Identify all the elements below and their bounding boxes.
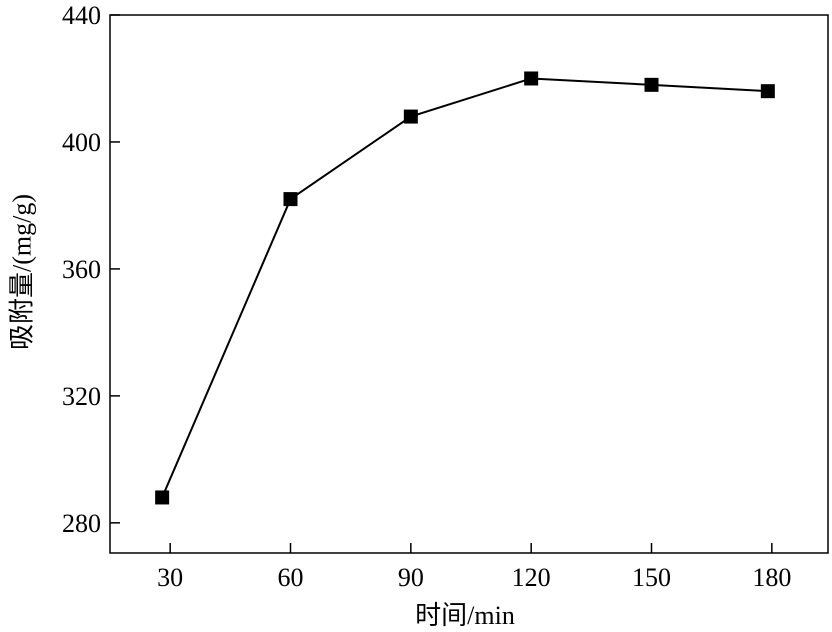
series-line [161,77,768,498]
x-tick-label: 30 [157,563,183,592]
y-tick-label: 360 [62,255,101,284]
x-tick-label: 90 [398,563,424,592]
x-tick-label: 120 [512,563,551,592]
x-axis-ticks: 30 60 90 120 150 180 [157,543,791,592]
y-tick-label: 320 [62,382,101,411]
x-tick-label: 180 [752,563,791,592]
data-point-marker [155,490,170,505]
y-tick-label: 440 [62,1,101,30]
x-tick-label: 60 [278,563,304,592]
y-axis-label: 吸附量/(mg/g) [8,194,37,350]
y-tick-label: 280 [62,509,101,538]
data-point-marker [644,77,659,92]
data-point-marker [524,71,539,86]
x-axis-label: 时间/min [415,601,515,630]
data-point-marker [403,109,418,124]
series-group [155,71,775,505]
x-tick-label: 150 [632,563,671,592]
data-point-marker [283,192,298,207]
y-axis-ticks: 280 320 360 400 440 [62,1,120,538]
plot-frame [109,14,829,554]
y-tick-label: 400 [62,128,101,157]
data-point-marker [760,84,775,99]
